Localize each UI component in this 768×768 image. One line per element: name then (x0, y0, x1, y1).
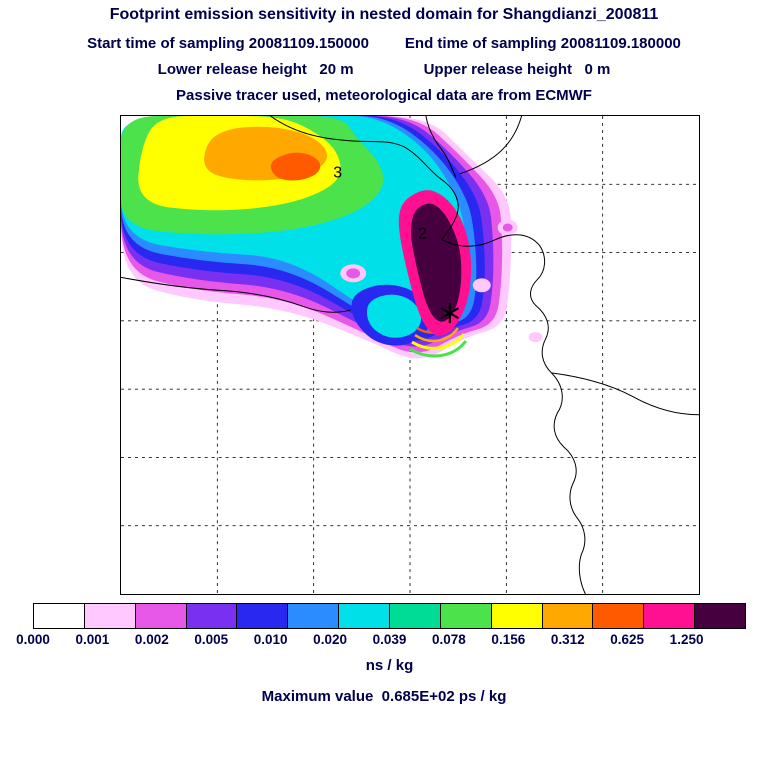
colorbar-cell (34, 604, 84, 628)
coastline (551, 372, 699, 416)
colorbar-cell (542, 604, 593, 628)
colorbar-tick: 0.010 (253, 632, 288, 647)
map-label: 3 (333, 165, 342, 182)
colorbar-cell (84, 604, 135, 628)
plume-contour-arc (411, 333, 465, 350)
colorbar-cell (491, 604, 542, 628)
colorbar-tick-labels: 0.000 0.001 0.002 0.005 0.010 0.020 0.039 0.078… (16, 632, 746, 649)
plume-patch (502, 223, 513, 232)
colorbar-cell (237, 604, 288, 628)
release-heights-line: Lower release height 20 m Upper release … (0, 61, 768, 78)
colorbar-cells (33, 603, 746, 629)
maximum-value-line: Maximum value 0.685E+02 ps / kg (261, 688, 507, 705)
colorbar-tick: 0.000 (16, 632, 50, 647)
colorbar-cell (186, 604, 237, 628)
page-title: Footprint emission sensitivity in nested… (109, 6, 659, 23)
colorbar-tick: 0.005 (194, 632, 229, 647)
station-marker-icon (440, 307, 460, 320)
sampling-times-line: Start time of sampling 20081109.150000 E… (0, 35, 768, 52)
plume-patch (346, 268, 361, 279)
colorbar-tick: 0.002 (134, 632, 169, 647)
colorbar-cell (288, 604, 339, 628)
colorbar: 0.000 0.001 0.002 0.005 0.010 0.020 0.039 0.078… (16, 603, 746, 674)
plume-contour-arc (414, 327, 459, 343)
end-time-text: End time of sampling 20081109.180000 (404, 35, 681, 52)
map-label: 2 (418, 225, 427, 242)
colorbar-tick: 0.039 (372, 632, 407, 647)
colorbar-cell (695, 604, 746, 628)
colorbar-tick: 0.625 (610, 632, 645, 647)
coastline (270, 116, 459, 240)
plume-layer (270, 152, 321, 181)
map-canvas: 32 (121, 116, 699, 594)
colorbar-tick: 0.156 (491, 632, 526, 647)
plume-patch (528, 332, 543, 343)
tracer-line: Passive tracer used, meteorological data… (176, 87, 592, 104)
upper-release-text: Upper release height 0 m (423, 61, 611, 78)
colorbar-cell (440, 604, 491, 628)
colorbar-cell (390, 604, 440, 628)
colorbar-tick: 0.020 (313, 632, 347, 647)
colorbar-tick: 0.312 (550, 632, 585, 647)
coastline (425, 116, 457, 178)
plume-patch (472, 278, 491, 293)
colorbar-cell (593, 604, 644, 628)
colorbar-cell (339, 604, 390, 628)
colorbar-tick: 0.078 (432, 632, 466, 647)
colorbar-tick: 0.001 (75, 632, 110, 647)
plume-layer (366, 294, 422, 338)
coastline (121, 276, 351, 313)
plume-contour-arc (409, 340, 468, 358)
plume-core (410, 203, 462, 322)
colorbar-cell (135, 604, 186, 628)
lower-release-text: Lower release height 20 m (157, 61, 354, 78)
colorbar-tick: 1.250 (669, 632, 704, 647)
colorbar-cell (644, 604, 695, 628)
coastline (459, 116, 523, 175)
start-time-text: Start time of sampling 20081109.150000 (87, 35, 369, 52)
coastline (441, 234, 586, 594)
colorbar-units-label: ns / kg (365, 657, 414, 674)
